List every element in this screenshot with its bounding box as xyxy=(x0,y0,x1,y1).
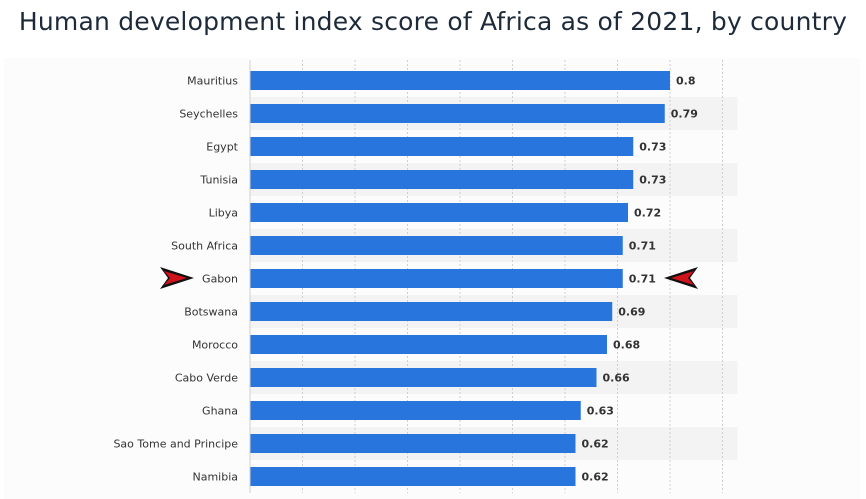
bar xyxy=(250,302,613,321)
value-label: 0.72 xyxy=(634,207,661,220)
right-highlight-arrow-icon xyxy=(664,267,698,289)
left-highlight-arrow-icon xyxy=(160,267,194,289)
bar xyxy=(250,269,623,288)
value-label: 0.68 xyxy=(613,339,640,352)
value-label: 0.8 xyxy=(676,75,696,88)
bar xyxy=(250,104,665,123)
bars xyxy=(250,71,670,486)
category-label: Egypt xyxy=(206,141,238,154)
bar xyxy=(250,467,576,486)
category-label: Cabo Verde xyxy=(175,372,238,385)
value-label: 0.73 xyxy=(639,174,666,187)
bar xyxy=(250,71,670,90)
value-label: 0.63 xyxy=(587,405,614,418)
category-label: Libya xyxy=(209,207,238,220)
bar xyxy=(250,401,581,420)
value-label: 0.66 xyxy=(603,372,630,385)
bar xyxy=(250,170,634,189)
category-label: Ghana xyxy=(202,405,238,418)
category-label: Seychelles xyxy=(179,108,238,121)
category-label: Botswana xyxy=(184,306,238,319)
value-label: 0.62 xyxy=(582,438,609,451)
bar xyxy=(250,335,607,354)
value-label: 0.71 xyxy=(629,240,656,253)
category-label: South Africa xyxy=(171,240,238,253)
category-labels: Mauritius Seychelles Egypt Tunisia Libya Sout… xyxy=(113,75,238,484)
value-label: 0.69 xyxy=(618,306,645,319)
category-label: Gabon xyxy=(202,273,238,286)
page-title: Human development index score of Africa … xyxy=(18,7,848,36)
bar xyxy=(250,368,597,387)
category-label: Sao Tome and Principe xyxy=(113,438,238,451)
bar xyxy=(250,137,634,156)
bar xyxy=(250,434,576,453)
value-label: 0.62 xyxy=(582,471,609,484)
value-labels: 0.8 0.79 0.73 0.73 0.72 0.71 0.71 0.69 0.68 0.66 0… xyxy=(582,75,698,484)
value-label: 0.79 xyxy=(671,108,698,121)
category-label: Namibia xyxy=(192,471,238,484)
bar xyxy=(250,236,623,255)
bar xyxy=(250,203,628,222)
category-label: Morocco xyxy=(192,339,238,352)
value-label: 0.73 xyxy=(639,141,666,154)
category-label: Mauritius xyxy=(187,75,238,88)
value-label: 0.71 xyxy=(629,273,656,286)
category-label: Tunisia xyxy=(199,174,238,187)
